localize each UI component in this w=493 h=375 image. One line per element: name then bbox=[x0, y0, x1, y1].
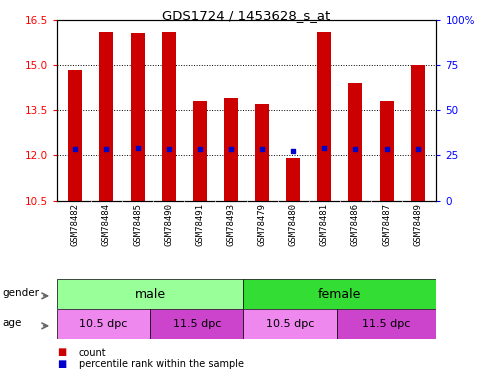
Text: GSM78485: GSM78485 bbox=[133, 203, 142, 246]
Text: GSM78482: GSM78482 bbox=[71, 203, 80, 246]
Text: GSM78493: GSM78493 bbox=[226, 203, 236, 246]
Text: female: female bbox=[318, 288, 361, 301]
Text: GDS1724 / 1453628_s_at: GDS1724 / 1453628_s_at bbox=[162, 9, 331, 22]
Point bbox=[289, 148, 297, 154]
Bar bbox=[244, 309, 337, 339]
Bar bbox=[131, 33, 144, 201]
Text: gender: gender bbox=[3, 288, 40, 298]
Text: 10.5 dpc: 10.5 dpc bbox=[79, 320, 128, 329]
Text: age: age bbox=[3, 318, 22, 328]
Text: GSM78486: GSM78486 bbox=[351, 203, 360, 246]
Bar bbox=[100, 32, 113, 201]
Point bbox=[196, 146, 204, 152]
Bar bbox=[380, 101, 393, 201]
Bar bbox=[255, 104, 269, 201]
Text: percentile rank within the sample: percentile rank within the sample bbox=[79, 359, 244, 369]
Point bbox=[71, 146, 79, 152]
Text: GSM78484: GSM78484 bbox=[102, 203, 111, 246]
Bar bbox=[244, 279, 436, 309]
Bar bbox=[286, 159, 300, 201]
Bar bbox=[57, 309, 150, 339]
Bar bbox=[349, 83, 362, 201]
Text: 10.5 dpc: 10.5 dpc bbox=[266, 320, 314, 329]
Bar bbox=[57, 279, 244, 309]
Point bbox=[165, 146, 173, 152]
Text: count: count bbox=[79, 348, 106, 357]
Text: ■: ■ bbox=[57, 359, 66, 369]
Text: 11.5 dpc: 11.5 dpc bbox=[362, 320, 411, 329]
Bar bbox=[193, 101, 207, 201]
Bar bbox=[150, 309, 244, 339]
Text: GSM78491: GSM78491 bbox=[195, 203, 204, 246]
Text: 11.5 dpc: 11.5 dpc bbox=[173, 320, 221, 329]
Point bbox=[414, 146, 422, 152]
Text: GSM78489: GSM78489 bbox=[413, 203, 422, 246]
Point bbox=[103, 146, 110, 152]
Text: GSM78480: GSM78480 bbox=[289, 203, 298, 246]
Text: GSM78479: GSM78479 bbox=[257, 203, 267, 246]
Point bbox=[227, 146, 235, 152]
Text: GSM78487: GSM78487 bbox=[382, 203, 391, 246]
Bar bbox=[411, 65, 424, 201]
Bar bbox=[162, 32, 176, 201]
Point bbox=[258, 146, 266, 152]
Point bbox=[383, 146, 390, 152]
Text: male: male bbox=[135, 288, 166, 301]
Text: ■: ■ bbox=[57, 348, 66, 357]
Bar bbox=[337, 309, 436, 339]
Text: GSM78481: GSM78481 bbox=[320, 203, 329, 246]
Bar bbox=[224, 98, 238, 201]
Point bbox=[352, 146, 359, 152]
Point bbox=[134, 145, 141, 151]
Point bbox=[320, 145, 328, 151]
Text: GSM78490: GSM78490 bbox=[164, 203, 173, 246]
Bar bbox=[317, 32, 331, 201]
Bar bbox=[69, 70, 82, 201]
